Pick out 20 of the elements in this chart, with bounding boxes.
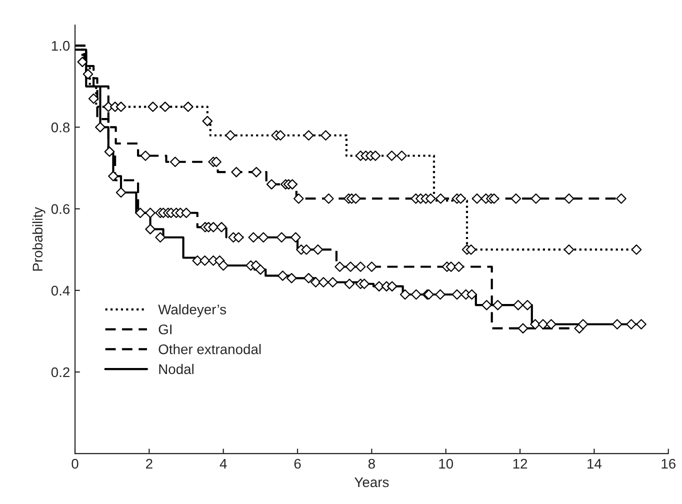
y-axis-title: Probability bbox=[32, 207, 46, 271]
y-tick-label: 0.4 bbox=[51, 286, 70, 296]
y-tick-label: 0.8 bbox=[51, 122, 70, 132]
legend-label: Nodal bbox=[159, 364, 194, 374]
x-tick-label: 2 bbox=[146, 458, 152, 469]
x-tick-label: 6 bbox=[294, 458, 301, 469]
legend-label: Other extranodal bbox=[158, 344, 261, 354]
x-tick-label: 8 bbox=[368, 458, 375, 469]
legend-label: Waldeyer’s bbox=[158, 304, 226, 318]
x-tick-label: 12 bbox=[513, 458, 528, 469]
x-tick-label: 16 bbox=[662, 458, 676, 469]
x-tick-label: 10 bbox=[439, 458, 454, 469]
y-tick-label: 1.0 bbox=[52, 40, 70, 51]
y-tick-label: 0.6 bbox=[51, 204, 70, 214]
x-tick-label: 4 bbox=[220, 458, 227, 469]
y-tick-label: 0.2 bbox=[51, 367, 70, 378]
legend-label: GI bbox=[158, 324, 172, 334]
x-tick-label: 0 bbox=[72, 458, 78, 469]
x-axis-title: Years bbox=[354, 477, 389, 488]
x-tick-label: 14 bbox=[588, 458, 602, 469]
